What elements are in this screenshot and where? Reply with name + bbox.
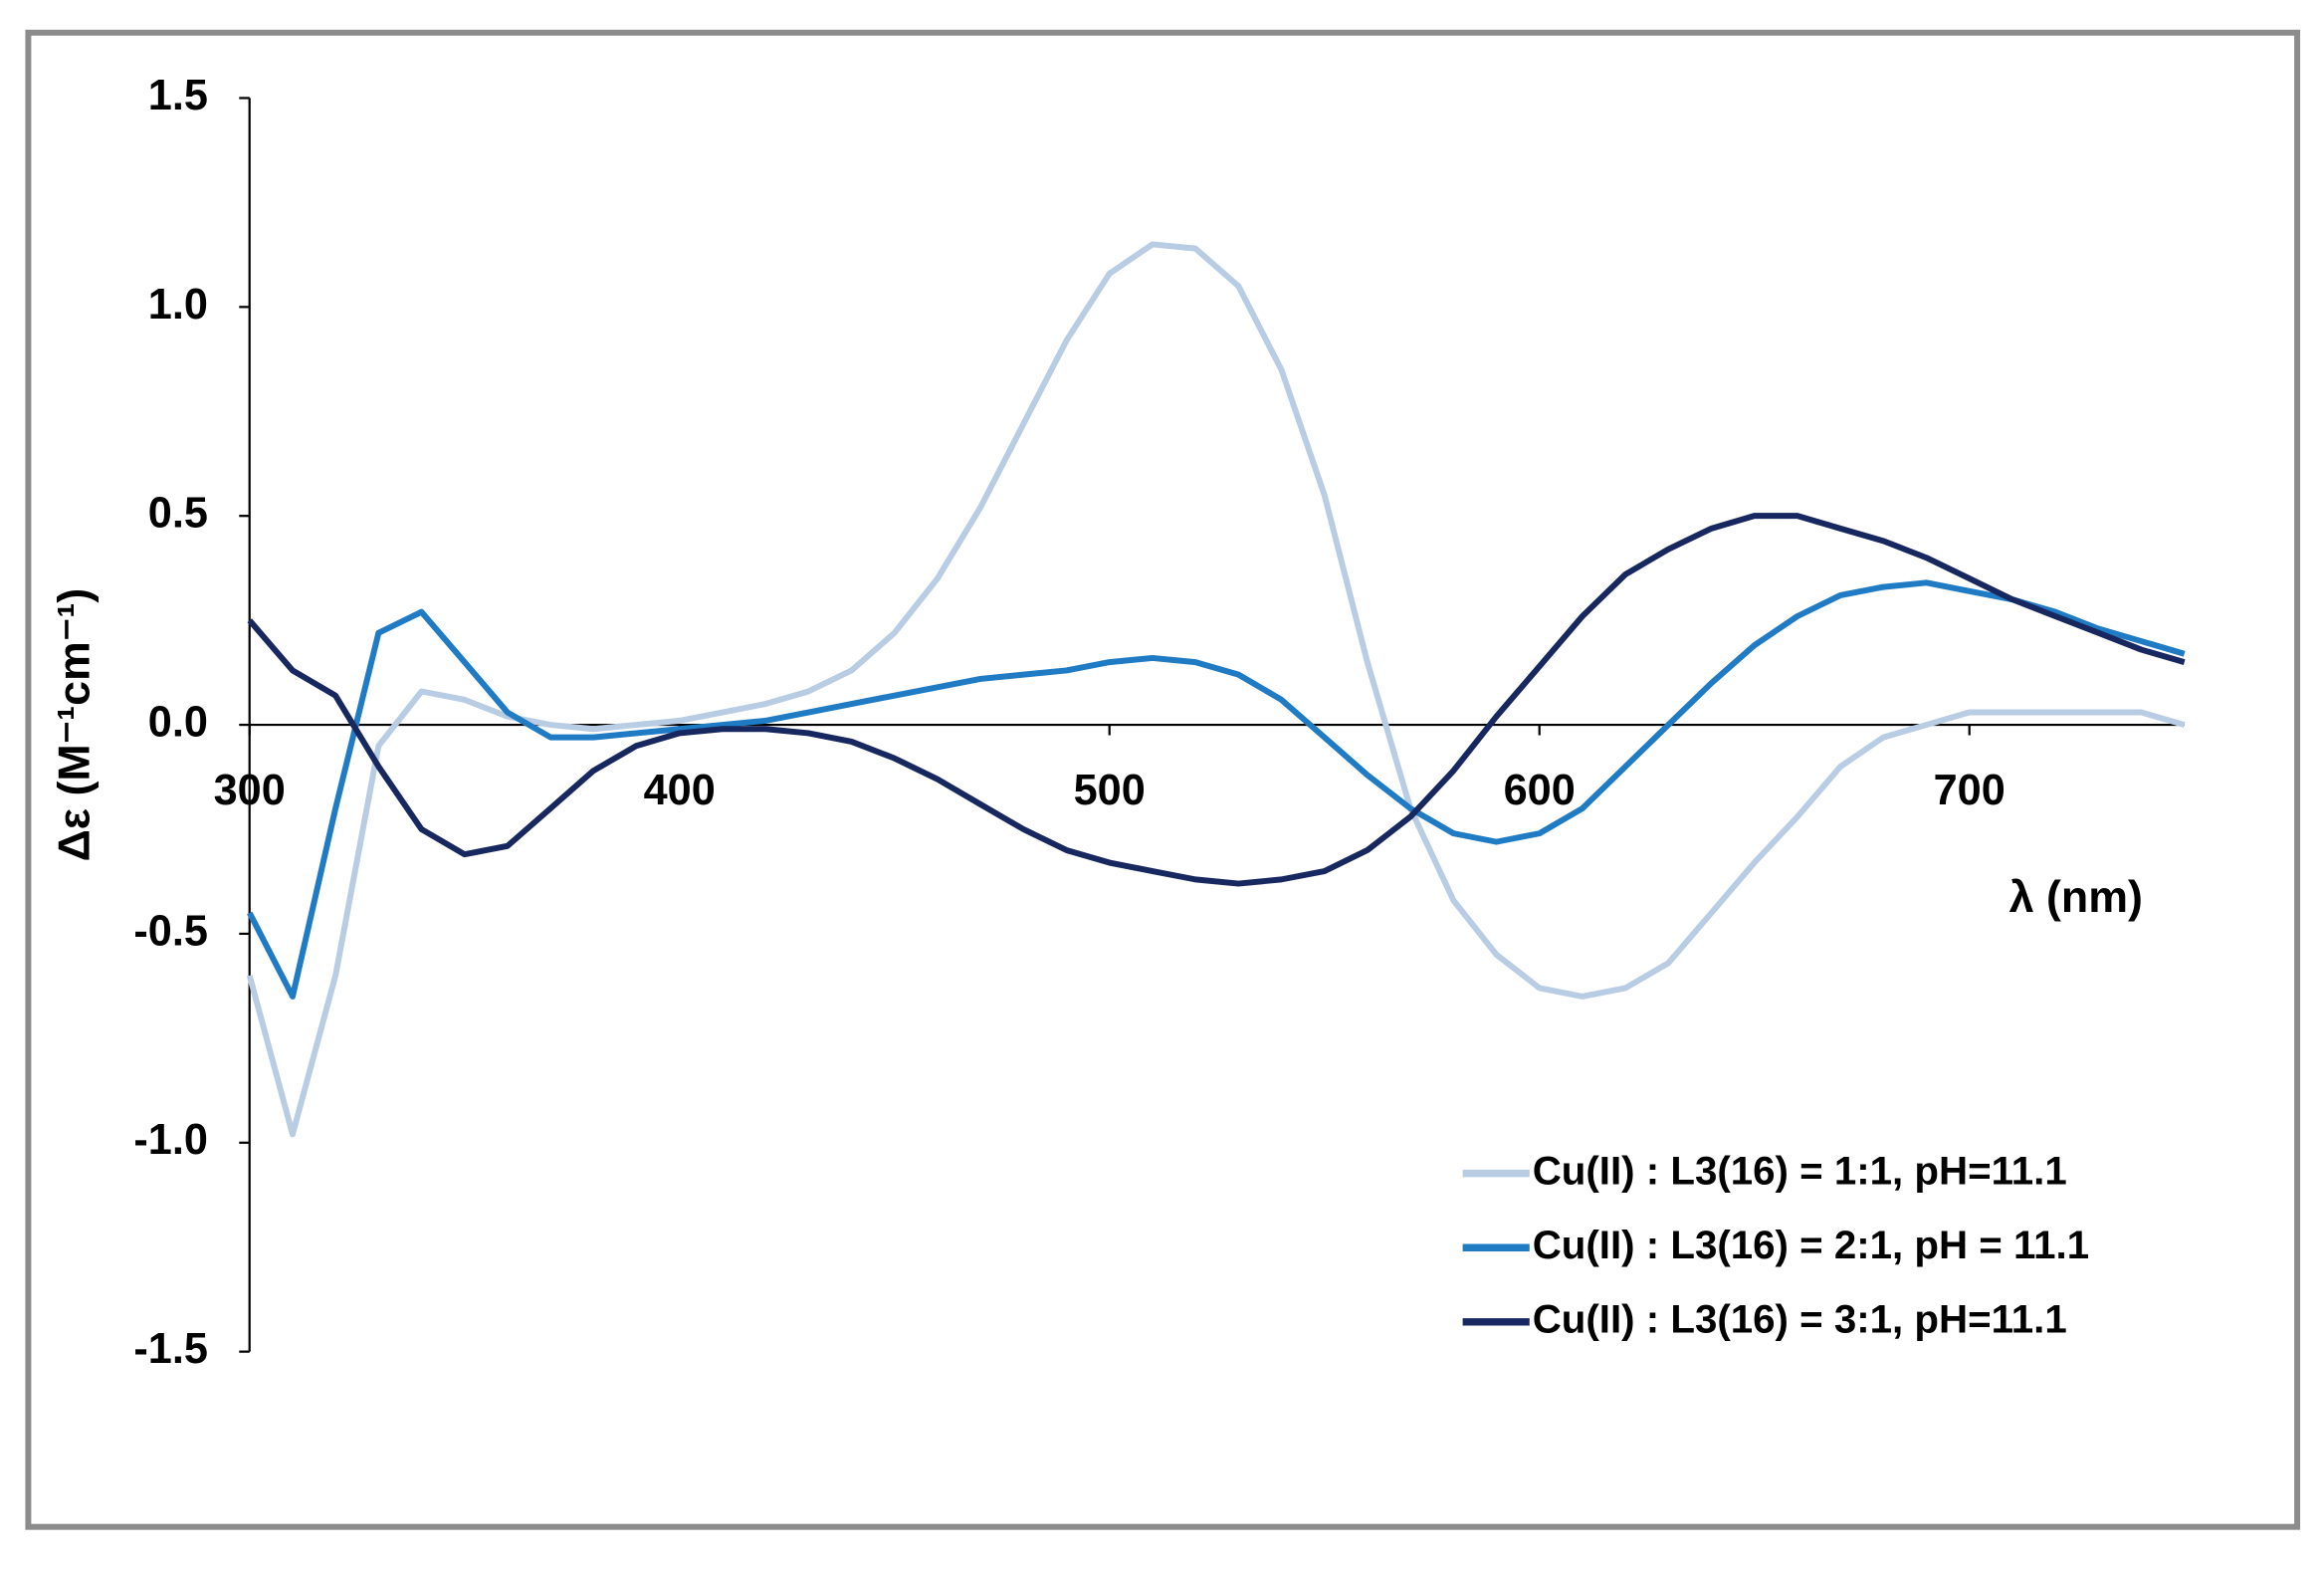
legend-label: Cu(II) : L3(16) = 2:1, pH = 11.1 bbox=[1533, 1223, 2089, 1267]
y-tick-label: 1.5 bbox=[148, 72, 208, 119]
x-tick-label: 700 bbox=[1934, 767, 2006, 814]
y-tick-label: -1.0 bbox=[133, 1116, 208, 1164]
x-tick-label: 400 bbox=[644, 767, 716, 814]
x-tick-label: 600 bbox=[1504, 767, 1576, 814]
legend-label: Cu(II) : L3(16) = 3:1, pH=11.1 bbox=[1533, 1296, 2067, 1341]
series-line bbox=[247, 513, 2186, 887]
x-tick-label: 300 bbox=[214, 767, 286, 814]
x-axis-label: λ (nm) bbox=[2009, 872, 2143, 922]
series-line bbox=[246, 241, 2186, 1138]
y-axis-label: Δε (M⁻¹cm⁻¹) bbox=[49, 588, 99, 862]
y-tick-label: 0.0 bbox=[148, 698, 208, 746]
series-line bbox=[247, 579, 2186, 1000]
legend-label: Cu(II) : L3(16) = 1:1, pH=11.1 bbox=[1533, 1148, 2067, 1193]
y-tick-label: -0.5 bbox=[133, 907, 208, 955]
y-tick-label: 1.0 bbox=[148, 281, 208, 329]
y-tick-label: -1.5 bbox=[133, 1325, 208, 1373]
chart-border bbox=[25, 29, 2301, 1530]
x-tick-label: 500 bbox=[1074, 767, 1146, 814]
y-tick-label: 0.5 bbox=[148, 490, 208, 538]
